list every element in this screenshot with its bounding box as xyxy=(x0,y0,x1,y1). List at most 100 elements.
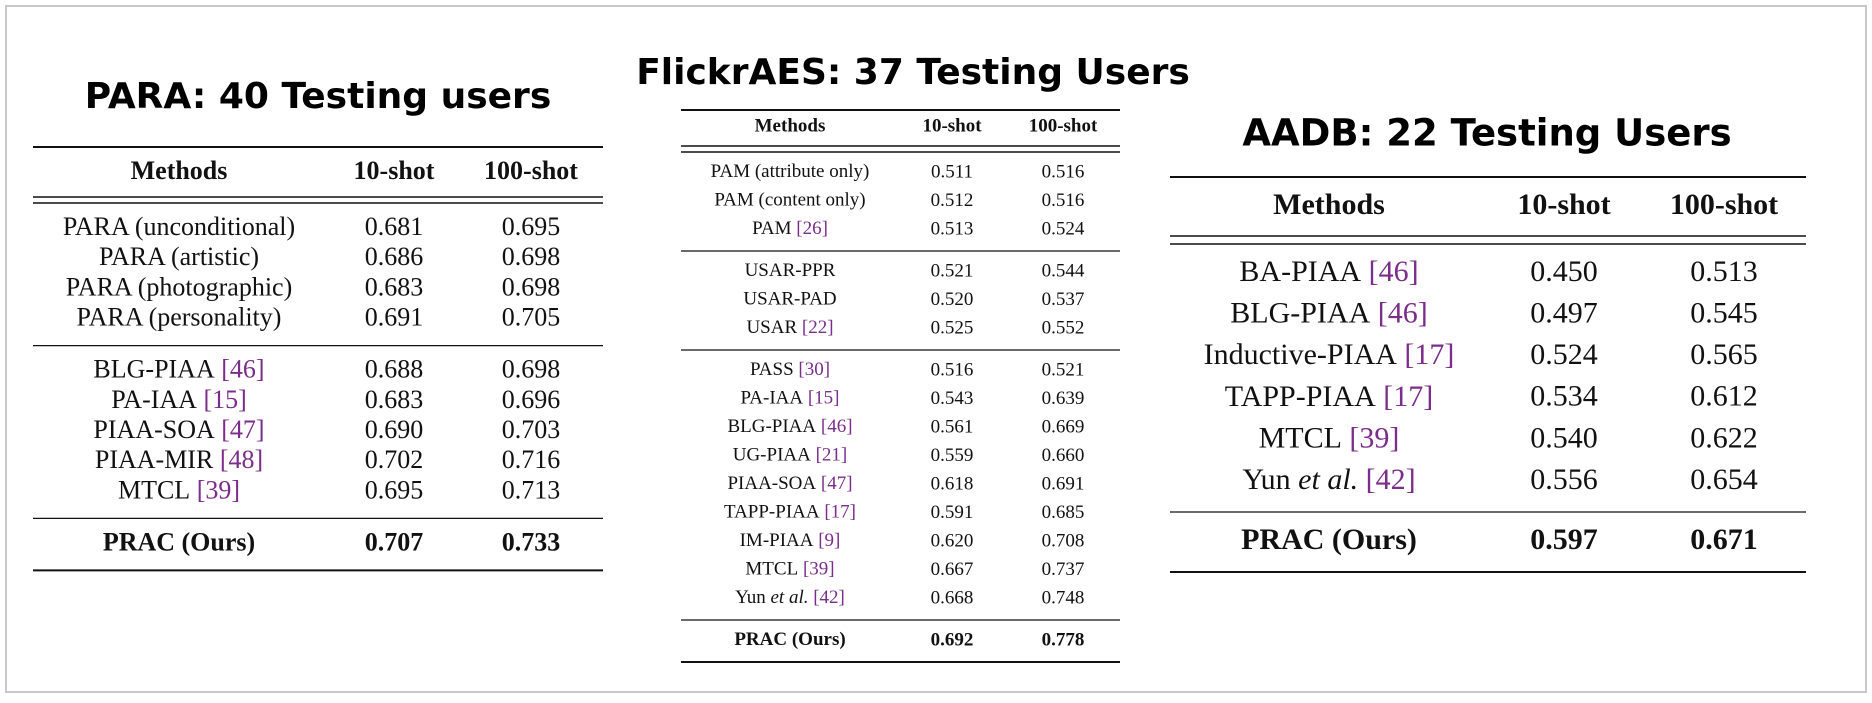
citation: [30] xyxy=(798,359,830,380)
value-cell: 0.540 xyxy=(1530,421,1598,454)
method-name: PAM xyxy=(752,218,792,239)
method-name: PA-IAA xyxy=(740,388,803,409)
method-cell: USAR-PAD xyxy=(743,289,836,310)
method-cell: PIAA-SOA [47] xyxy=(727,473,852,494)
value-cell: 0.545 xyxy=(1690,296,1758,329)
method-cell: BLG-PIAA [46] xyxy=(1230,296,1427,329)
value-cell: 0.513 xyxy=(931,218,974,239)
value-cell: 0.511 xyxy=(931,161,973,182)
method-name: PAM (attribute only) xyxy=(711,161,870,182)
method-cell: Yun et al. [42] xyxy=(735,587,845,608)
method-cell: TAPP-PIAA [17] xyxy=(724,502,856,523)
citation: [21] xyxy=(816,445,848,466)
value-cell: 0.544 xyxy=(1042,260,1085,281)
column-header: 10-shot xyxy=(1517,188,1610,221)
value-cell: 0.660 xyxy=(1042,445,1085,466)
value-cell: 0.748 xyxy=(1042,587,1085,608)
value-cell: 0.683 xyxy=(365,385,424,414)
frame xyxy=(5,5,1867,693)
method-name: BLG-PIAA xyxy=(93,355,215,384)
citation: [15] xyxy=(203,385,246,414)
method-emphasis: et al. xyxy=(770,587,808,608)
method-cell: PA-IAA [15] xyxy=(111,385,247,414)
value-cell: 0.561 xyxy=(931,416,974,437)
value-cell: 0.737 xyxy=(1042,559,1085,580)
value-cell: 0.698 xyxy=(502,272,561,301)
method-cell: PRAC (Ours) xyxy=(1241,523,1417,556)
table-title: FlickrAES: 37 Testing Users xyxy=(636,52,1190,93)
value-cell: 0.654 xyxy=(1690,463,1758,496)
method-cell: USAR [22] xyxy=(746,317,833,338)
value-cell: 0.669 xyxy=(1042,416,1085,437)
value-cell: 0.703 xyxy=(502,415,561,444)
value-cell: 0.524 xyxy=(1530,338,1598,371)
value-cell: 0.688 xyxy=(365,355,424,384)
value-cell: 0.695 xyxy=(502,212,561,241)
value-cell: 0.512 xyxy=(931,190,974,211)
value-cell: 0.681 xyxy=(365,212,424,241)
value-cell: 0.691 xyxy=(365,303,424,332)
method-name: USAR-PAD xyxy=(743,289,836,310)
method-name: UG-PIAA xyxy=(733,445,811,466)
value-cell: 0.698 xyxy=(502,242,561,271)
method-name: PARA (artistic) xyxy=(99,242,259,271)
method-name: Yun xyxy=(1242,463,1290,496)
method-cell: Yun et al. [42] xyxy=(1242,463,1415,496)
method-cell: PAM (content only) xyxy=(714,190,865,211)
method-cell: BLG-PIAA [46] xyxy=(93,355,264,384)
value-cell: 0.543 xyxy=(931,388,974,409)
column-header: Methods xyxy=(755,115,826,136)
method-cell: TAPP-PIAA [17] xyxy=(1225,380,1433,413)
method-name: MTCL xyxy=(745,559,798,580)
citation: [17] xyxy=(1383,380,1433,413)
value-cell: 0.668 xyxy=(931,587,974,608)
method-name: Inductive-PIAA xyxy=(1204,338,1398,371)
value-cell: 0.705 xyxy=(502,303,561,332)
value-cell: 0.618 xyxy=(931,473,974,494)
value-cell: 0.520 xyxy=(931,289,974,310)
method-cell: MTCL [39] xyxy=(745,559,834,580)
table-title: AADB: 22 Testing Users xyxy=(1242,112,1731,155)
method-name: PARA (photographic) xyxy=(66,272,293,301)
method-cell: BA-PIAA [46] xyxy=(1239,255,1418,288)
citation: [46] xyxy=(1378,296,1428,329)
method-cell: PIAA-MIR [48] xyxy=(95,445,263,474)
citation: [17] xyxy=(1404,338,1454,371)
method-cell: PRAC (Ours) xyxy=(734,629,845,650)
method-emphasis: et al. xyxy=(1298,463,1358,496)
citation: [17] xyxy=(824,502,856,523)
citation: [47] xyxy=(821,473,853,494)
value-cell: 0.565 xyxy=(1690,338,1758,371)
value-cell: 0.620 xyxy=(931,530,974,551)
method-name: MTCL xyxy=(118,475,190,504)
method-name: PIAA-SOA xyxy=(727,473,816,494)
value-cell: 0.597 xyxy=(1530,523,1598,556)
citation: [46] xyxy=(821,416,853,437)
method-name: PA-IAA xyxy=(111,385,197,414)
method-name: PASS xyxy=(750,359,794,380)
value-cell: 0.450 xyxy=(1530,255,1598,288)
citation: [46] xyxy=(1369,255,1419,288)
value-cell: 0.552 xyxy=(1042,317,1085,338)
citation: [9] xyxy=(818,530,840,551)
method-cell: IM-PIAA [9] xyxy=(740,530,841,551)
column-header: 100-shot xyxy=(1029,115,1098,136)
citation: [42] xyxy=(813,587,845,608)
column-header: 100-shot xyxy=(1670,188,1778,221)
column-header: 10-shot xyxy=(922,115,982,136)
method-name: BA-PIAA xyxy=(1239,255,1361,288)
value-cell: 0.686 xyxy=(365,242,424,271)
value-cell: 0.716 xyxy=(502,445,561,474)
method-cell: PASS [30] xyxy=(750,359,830,380)
value-cell: 0.521 xyxy=(1042,359,1085,380)
value-cell: 0.671 xyxy=(1690,523,1758,556)
citation: [46] xyxy=(221,355,264,384)
method-name: PIAA-SOA xyxy=(93,415,215,444)
method-name: USAR xyxy=(746,317,797,338)
value-cell: 0.639 xyxy=(1042,388,1085,409)
value-cell: 0.622 xyxy=(1690,421,1758,454)
value-cell: 0.692 xyxy=(931,629,974,650)
value-cell: 0.667 xyxy=(931,559,974,580)
method-name: PRAC (Ours) xyxy=(1241,523,1417,556)
value-cell: 0.497 xyxy=(1530,296,1598,329)
